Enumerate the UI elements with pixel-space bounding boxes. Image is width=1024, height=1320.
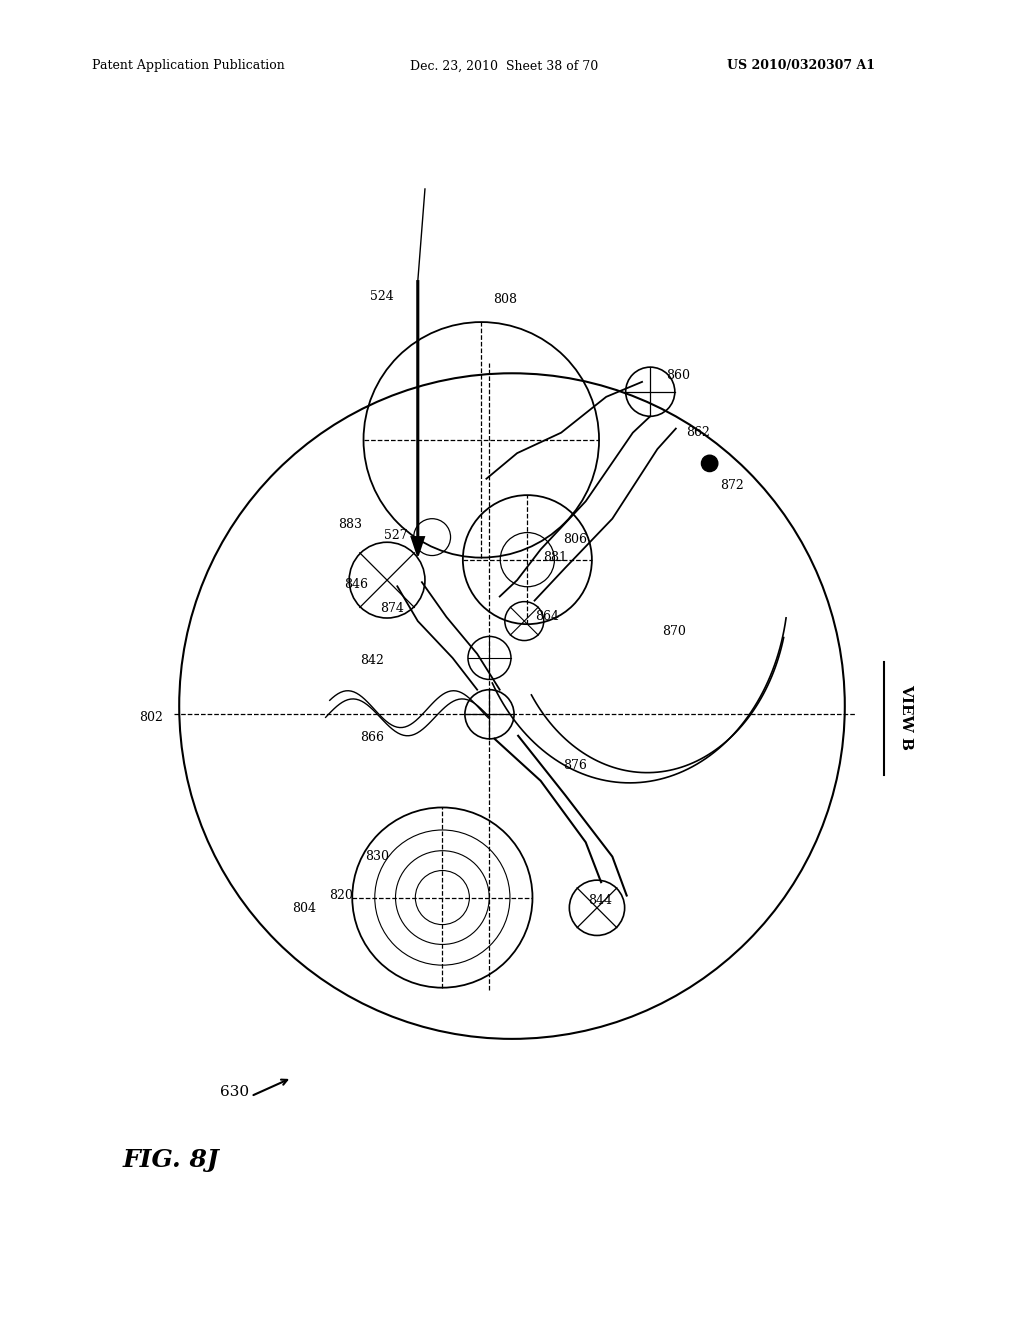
Text: 866: 866 xyxy=(359,731,384,744)
Text: 870: 870 xyxy=(662,624,686,638)
Text: Dec. 23, 2010  Sheet 38 of 70: Dec. 23, 2010 Sheet 38 of 70 xyxy=(410,59,598,73)
Text: 860: 860 xyxy=(666,368,690,381)
Text: 876: 876 xyxy=(563,759,588,772)
Text: 830: 830 xyxy=(365,850,389,863)
Text: 808: 808 xyxy=(493,293,517,306)
Text: VIEW B: VIEW B xyxy=(899,684,913,750)
Text: 844: 844 xyxy=(588,894,612,907)
Text: 874: 874 xyxy=(380,602,404,615)
Text: 846: 846 xyxy=(344,578,369,591)
Text: 883: 883 xyxy=(338,519,362,532)
Text: 630: 630 xyxy=(220,1085,249,1100)
Text: 820: 820 xyxy=(329,890,353,902)
Text: 527: 527 xyxy=(384,528,409,541)
Circle shape xyxy=(701,455,718,471)
Text: 864: 864 xyxy=(535,610,559,623)
Text: 804: 804 xyxy=(292,903,316,915)
Text: 524: 524 xyxy=(370,290,394,304)
Text: Patent Application Publication: Patent Application Publication xyxy=(92,59,285,73)
Text: 842: 842 xyxy=(359,653,384,667)
Text: FIG. 8J: FIG. 8J xyxy=(123,1148,219,1172)
Text: 862: 862 xyxy=(686,426,711,440)
Text: 806: 806 xyxy=(563,533,588,545)
Text: 872: 872 xyxy=(720,479,744,492)
Text: US 2010/0320307 A1: US 2010/0320307 A1 xyxy=(727,59,876,73)
Text: 802: 802 xyxy=(139,711,164,723)
FancyArrow shape xyxy=(412,281,424,556)
Text: 881: 881 xyxy=(543,552,567,564)
